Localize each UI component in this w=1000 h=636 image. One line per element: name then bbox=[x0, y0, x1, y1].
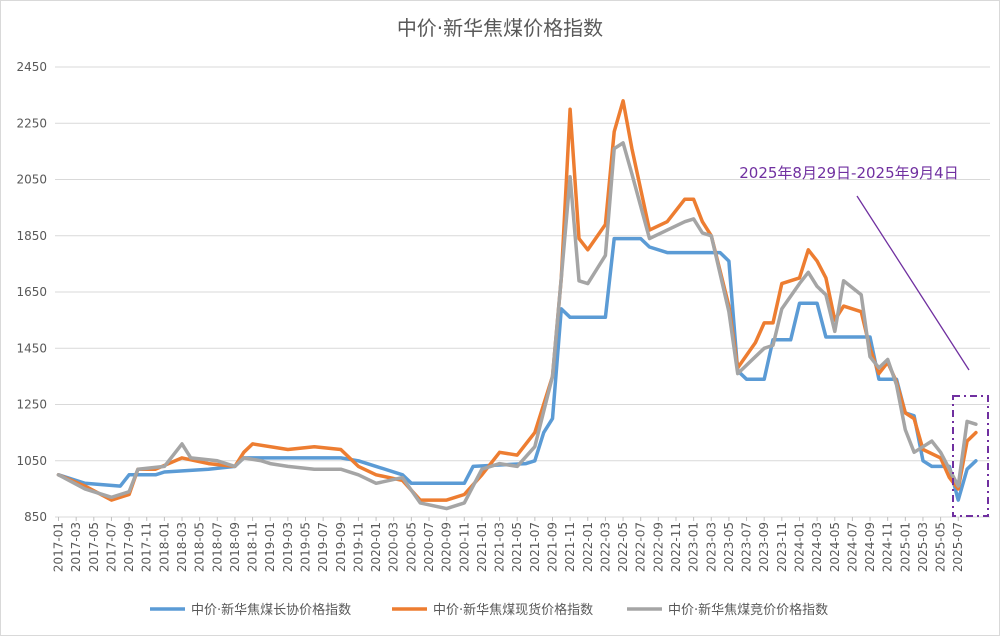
legend-label-1: 中价·新华焦煤长协价格指数 bbox=[191, 602, 351, 618]
x-tick-label: 2020-05 bbox=[404, 522, 418, 572]
x-tick-label: 2021-07 bbox=[528, 522, 542, 572]
legend-label-3: 中价·新华焦煤竞价价格指数 bbox=[668, 602, 828, 618]
annotation-highlight-box bbox=[952, 395, 989, 517]
series-line-3 bbox=[56, 141, 978, 511]
x-tick-label: 2018-11 bbox=[246, 522, 260, 572]
x-tick-label: 2023-05 bbox=[722, 522, 736, 572]
x-tick-label: 2020-09 bbox=[440, 522, 454, 572]
x-tick-label: 2025-03 bbox=[916, 522, 930, 572]
x-tick-label: 2019-03 bbox=[281, 522, 295, 572]
annotation-arrow-line bbox=[856, 195, 970, 371]
x-tick-label: 2024-03 bbox=[810, 522, 824, 572]
x-tick-label: 2025-07 bbox=[951, 522, 965, 572]
x-tick-label: 2019-11 bbox=[351, 522, 365, 572]
x-tick-label: 2025-05 bbox=[934, 522, 948, 572]
x-tick-label: 2017-01 bbox=[52, 522, 66, 572]
y-tick-label: 1250 bbox=[16, 398, 47, 412]
x-tick-label: 2023-07 bbox=[740, 522, 754, 572]
x-tick-label: 2018-07 bbox=[210, 522, 224, 572]
x-tick-label: 2019-05 bbox=[299, 522, 313, 572]
x-tick-label: 2018-03 bbox=[175, 522, 189, 572]
series-lines bbox=[56, 99, 978, 511]
x-tick-label: 2022-03 bbox=[598, 522, 612, 572]
x-tick-label: 2017-05 bbox=[87, 522, 101, 572]
y-tick-label: 850 bbox=[24, 510, 47, 524]
x-tick-label: 2023-01 bbox=[687, 522, 701, 572]
x-tick-label: 2018-09 bbox=[228, 522, 242, 572]
x-tick-label: 2018-01 bbox=[157, 522, 171, 572]
x-tick-label: 2019-01 bbox=[263, 522, 277, 572]
x-tick-label: 2019-07 bbox=[316, 522, 330, 572]
x-tick-label: 2023-11 bbox=[775, 522, 789, 572]
x-tick-label: 2018-05 bbox=[193, 522, 207, 572]
x-tick-label: 2017-11 bbox=[140, 522, 154, 572]
x-tick-label: 2024-01 bbox=[792, 522, 806, 572]
x-tick-label: 2021-11 bbox=[563, 522, 577, 572]
y-tick-label: 1650 bbox=[16, 285, 47, 299]
x-tick-label: 2017-03 bbox=[69, 522, 83, 572]
y-tick-label: 2250 bbox=[16, 116, 47, 130]
x-tick-label: 2022-05 bbox=[616, 522, 630, 572]
x-tick-label: 2021-03 bbox=[493, 522, 507, 572]
x-tick-label: 2021-05 bbox=[510, 522, 524, 572]
x-tick-label: 2020-03 bbox=[387, 522, 401, 572]
x-tick-label: 2021-01 bbox=[475, 522, 489, 572]
y-tick-label: 2050 bbox=[16, 173, 47, 187]
x-tick-label: 2024-05 bbox=[828, 522, 842, 572]
x-tick-label: 2020-11 bbox=[457, 522, 471, 572]
chart-title: 中价·新华焦煤价格指数 bbox=[397, 16, 603, 40]
x-tick-label: 2017-07 bbox=[104, 522, 118, 572]
legend-label-2: 中价·新华焦煤现货价格指数 bbox=[433, 602, 593, 618]
x-tick-label: 2020-01 bbox=[369, 522, 383, 572]
y-axis-ticks: 850 1050 1250 1450 1650 1850 2050 2250 2450 bbox=[16, 60, 47, 524]
x-tick-label: 2021-09 bbox=[545, 522, 559, 572]
x-tick-label: 2023-03 bbox=[704, 522, 718, 572]
y-tick-label: 1450 bbox=[16, 341, 47, 355]
x-tick-label: 2019-09 bbox=[334, 522, 348, 572]
x-tick-label: 2024-07 bbox=[845, 522, 859, 572]
x-tick-label: 2022-09 bbox=[651, 522, 665, 572]
annotation-label: 2025年8月29日-2025年9月4日 bbox=[739, 164, 958, 182]
y-tick-label: 1050 bbox=[16, 454, 47, 468]
x-tick-label: 2024-11 bbox=[881, 522, 895, 572]
x-tick-label: 2022-01 bbox=[581, 522, 595, 572]
annotation: 2025年8月29日-2025年9月4日 bbox=[739, 164, 989, 517]
y-tick-label: 2450 bbox=[16, 60, 47, 74]
x-tick-label: 2020-07 bbox=[422, 522, 436, 572]
x-tick-label: 2017-09 bbox=[122, 522, 136, 572]
y-tick-label: 1850 bbox=[16, 229, 47, 243]
x-tick-label: 2022-11 bbox=[669, 522, 683, 572]
x-axis-ticks: 2017-01 2017-03 2017-05 2017-07 2017-09 2017-… bbox=[52, 517, 965, 572]
legend: 中价·新华焦煤长协价格指数 中价·新华焦煤现货价格指数 中价·新华焦煤竞价价格指数 bbox=[150, 602, 828, 618]
x-tick-label: 2024-09 bbox=[863, 522, 877, 572]
x-tick-label: 2025-01 bbox=[898, 522, 912, 572]
x-tick-label: 2023-09 bbox=[757, 522, 771, 572]
x-tick-label: 2022-07 bbox=[634, 522, 648, 572]
